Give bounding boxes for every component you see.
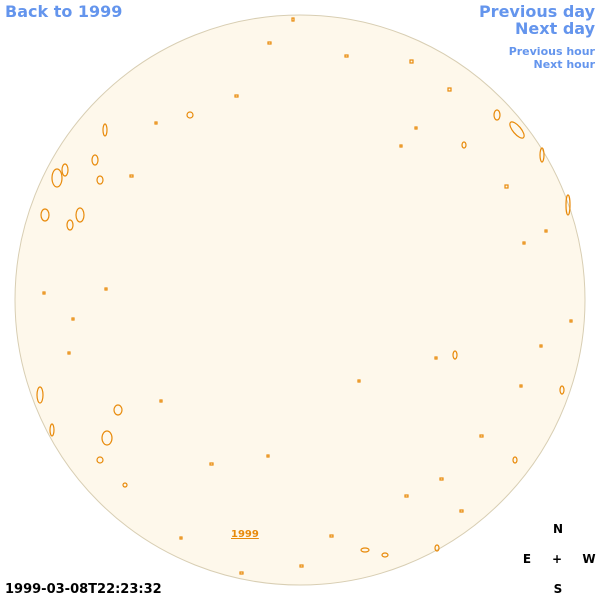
compass-south: S	[553, 582, 563, 596]
previous-day-link[interactable]: Previous day	[478, 2, 595, 21]
next-day-link[interactable]: Next day	[515, 19, 595, 38]
compass-west: W	[582, 552, 596, 566]
compass-center: +	[551, 552, 563, 566]
next-hour-link[interactable]: Next hour	[533, 58, 596, 71]
solar-disk	[14, 14, 586, 586]
active-regions	[36, 17, 573, 575]
previous-hour-link[interactable]: Previous hour	[508, 45, 595, 58]
year-link[interactable]: 1999	[231, 529, 259, 540]
compass-east: E	[522, 552, 532, 566]
compass-north: N	[552, 522, 564, 536]
timestamp: 1999-03-08T22:23:32	[5, 582, 162, 597]
back-link[interactable]: Back to 1999	[5, 2, 123, 21]
